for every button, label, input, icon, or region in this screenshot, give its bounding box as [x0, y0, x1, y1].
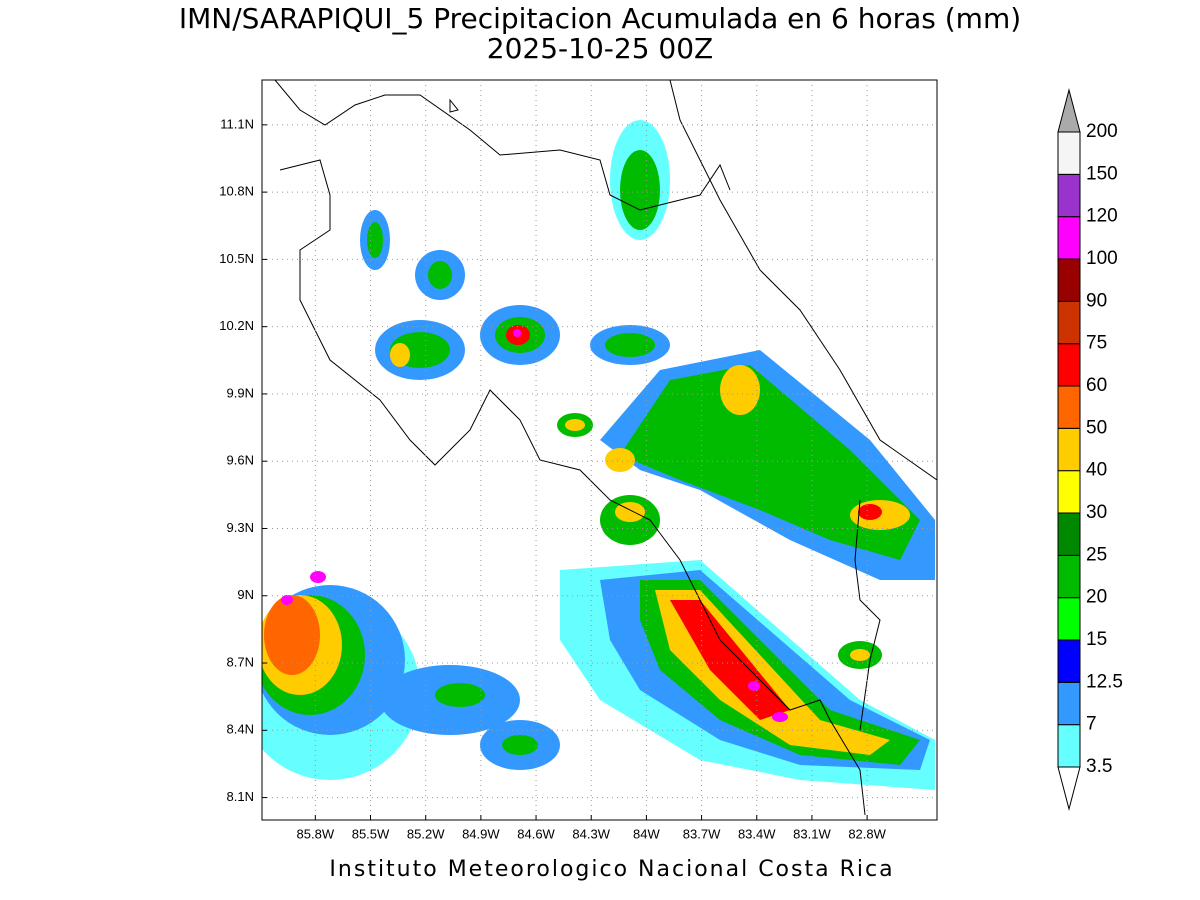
y-tick-label: 8.7N [227, 654, 254, 669]
subtitle: 2025-10-25 00Z [487, 32, 713, 65]
y-tick-label: 9.6N [227, 453, 254, 468]
y-tick-label: 10.2N [219, 318, 254, 333]
precip-area [264, 595, 320, 675]
colorbar-label: 3.5 [1086, 756, 1112, 777]
precip-area [748, 681, 760, 691]
coastline [279, 159, 866, 816]
colorbar-label: 90 [1086, 290, 1107, 311]
precip-area [720, 365, 760, 415]
x-tick-label: 85.8W [297, 826, 335, 841]
y-tick-label: 11.1N [220, 116, 254, 131]
coastline [669, 80, 937, 481]
y-tick-label: 8.4N [227, 722, 254, 737]
title: IMN/SARAPIQUI_5 Precipitacion Acumulada … [179, 2, 1021, 35]
island [449, 98, 459, 113]
colorbar-over [1057, 88, 1081, 133]
colorbar-label: 100 [1086, 248, 1118, 269]
colorbar-swatch [1057, 512, 1081, 556]
precip-field [262, 120, 935, 790]
precip-area [435, 683, 485, 707]
precip-area [605, 333, 655, 357]
colorbar-label: 12.5 [1086, 671, 1123, 692]
precip-area [565, 419, 585, 431]
colorbar-label: 20 [1086, 587, 1107, 608]
precip-area [310, 571, 326, 583]
precip-area [281, 595, 293, 605]
colorbar-label: 30 [1086, 502, 1107, 523]
colorbar-swatch [1057, 173, 1081, 218]
colorbar-swatch [1057, 300, 1081, 345]
colorbar-swatch [1057, 597, 1081, 641]
x-tick-label: 84.6W [517, 826, 555, 841]
colorbar-swatch [1057, 343, 1081, 387]
colorbar-swatch [1057, 470, 1081, 514]
precip-area [615, 502, 645, 522]
colorbar-label: 75 [1086, 333, 1107, 354]
precip-area [367, 222, 383, 258]
y-tick-label: 8.1N [227, 789, 254, 804]
precip-area [620, 150, 660, 230]
x-tick-label: 82.8W [848, 826, 886, 841]
precip-area [502, 735, 538, 755]
y-tick-label: 9.9N [227, 385, 254, 400]
colorbar-label: 120 [1086, 206, 1118, 227]
footer: Instituto Meteorologico Nacional Costa R… [329, 857, 894, 882]
colorbar-label: 25 [1086, 544, 1107, 565]
y-tick-label: 10.5N [219, 251, 254, 266]
x-tick-label: 83.4W [738, 826, 776, 841]
y-tick-label: 9N [237, 587, 254, 602]
x-tick-label: 84W [633, 826, 660, 841]
precip-area [428, 261, 452, 289]
colorbar-label: 60 [1086, 375, 1107, 396]
x-tick-label: 85.5W [352, 826, 390, 841]
colorbar-label: 7 [1086, 714, 1097, 735]
x-tick-label: 85.2W [407, 826, 445, 841]
colorbar-swatch [1057, 681, 1081, 726]
colorbar-swatch [1057, 639, 1081, 683]
y-tick-label: 10.8N [219, 184, 254, 199]
precip-area [620, 365, 920, 560]
y-tick-label: 9.3N [227, 520, 254, 535]
colorbar-label: 200 [1086, 121, 1118, 142]
colorbar-swatch [1057, 427, 1081, 472]
frame [261, 79, 938, 821]
colorbar-swatch [1057, 385, 1081, 429]
coastlines [274, 80, 937, 816]
x-tick-label: 83.1W [793, 826, 831, 841]
map [261, 79, 938, 821]
colorbar-label: 40 [1086, 460, 1107, 481]
colorbar-label: 50 [1086, 417, 1107, 438]
x-tick-label: 84.9W [462, 826, 500, 841]
colorbar-label: 15 [1086, 629, 1107, 650]
colorbar-swatch [1057, 216, 1081, 260]
precip-area [670, 600, 790, 720]
x-tick-label: 84.3W [572, 826, 610, 841]
precip-area [850, 649, 870, 661]
colorbar-swatch [1057, 258, 1081, 302]
x-tick-label: 83.7W [683, 826, 721, 841]
colorbar-swatch [1057, 724, 1081, 768]
precip-area [858, 504, 882, 520]
border [274, 80, 731, 211]
precip-area [605, 448, 635, 472]
colorbar-under [1057, 766, 1081, 811]
colorbar-swatch [1057, 131, 1081, 175]
precip-area [390, 343, 410, 367]
colorbar-label: 150 [1086, 163, 1118, 184]
precip-area [513, 329, 521, 337]
border [854, 499, 881, 731]
colorbar-swatch [1057, 554, 1081, 599]
precip-area [772, 712, 788, 722]
